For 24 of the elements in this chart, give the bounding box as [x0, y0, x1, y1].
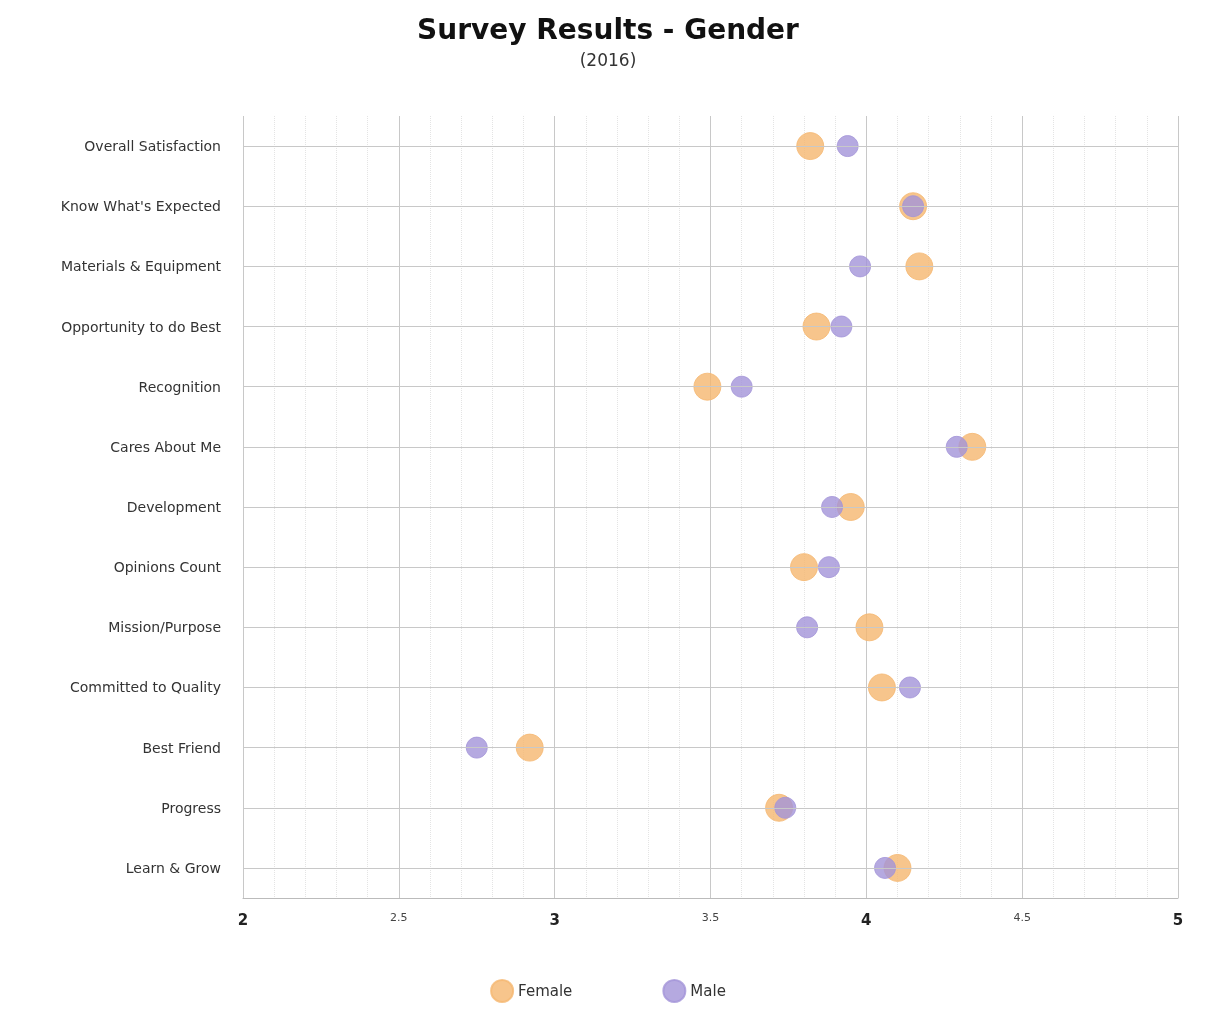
y-tick-label: Cares About Me: [110, 438, 221, 455]
y-tick-label: Overall Satisfaction: [84, 138, 221, 155]
chart-subtitle: (2016): [579, 49, 637, 70]
y-tick-label: Opinions Count: [113, 559, 222, 576]
y-tick-label: Progress: [161, 799, 221, 816]
y-tick-label: Recognition: [138, 378, 221, 395]
y-tick-label: Development: [126, 499, 222, 515]
y-tick-label: Learn & Grow: [125, 859, 221, 876]
y-tick-label: Opportunity to do Best: [61, 318, 222, 335]
x-tick-label: 4: [861, 910, 872, 929]
legend-label: Female: [518, 982, 573, 1000]
x-tick-label: 3: [549, 910, 560, 929]
y-tick-label: Know What's Expected: [60, 198, 221, 215]
x-tick-label: 5: [1172, 910, 1184, 929]
x-tick-label: 2.5: [390, 911, 408, 924]
y-tick-label: Committed to Quality: [70, 679, 221, 696]
x-tick-label: 4.5: [1013, 911, 1031, 924]
y-tick-label: Materials & Equipment: [61, 258, 222, 275]
y-tick-label: Mission/Purpose: [108, 619, 221, 636]
x-tick-label: 3.5: [701, 911, 720, 924]
y-tick-label: Best Friend: [142, 739, 221, 756]
x-tick-label: 2: [237, 910, 249, 929]
legend-label: Male: [690, 982, 726, 1000]
chart-title: Survey Results - Gender: [417, 12, 800, 46]
